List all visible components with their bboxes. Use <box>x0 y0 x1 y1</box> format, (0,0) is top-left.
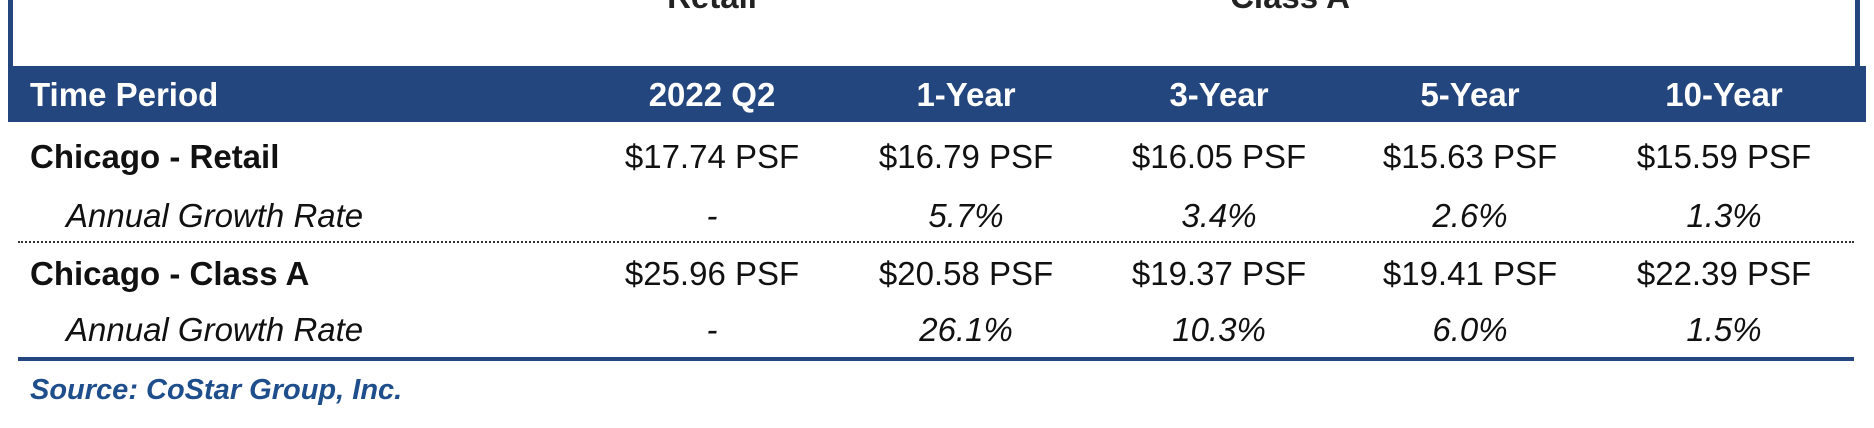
growth-rate: 26.1% <box>919 311 1013 348</box>
source-note: Source: CoStar Group, Inc. <box>30 374 403 406</box>
rent-value: $16.05 PSF <box>1131 138 1307 175</box>
group-title: Class A <box>1230 0 1350 16</box>
rent-value: $25.96 PSF <box>624 255 800 292</box>
rent-value: $22.39 PSF <box>1636 255 1812 292</box>
rent-value: $19.37 PSF <box>1131 255 1307 292</box>
growth-rate: - <box>706 311 718 348</box>
table-bottom-rule <box>18 357 1854 361</box>
column-header: 2022 Q2 <box>648 76 776 113</box>
rent-value: $20.58 PSF <box>878 255 1054 292</box>
row-sublabel: Annual Growth Rate <box>66 197 364 234</box>
column-header: 5-Year <box>1420 76 1520 113</box>
rent-value: $17.74 PSF <box>624 138 800 175</box>
column-header: Time Period <box>30 76 219 113</box>
column-header: 10-Year <box>1665 76 1783 113</box>
growth-rate: 2.6% <box>1432 197 1508 234</box>
growth-rate: - <box>706 197 718 234</box>
column-header: 1-Year <box>916 76 1016 113</box>
growth-rate: 6.0% <box>1432 311 1508 348</box>
rent-value: $16.79 PSF <box>878 138 1054 175</box>
group-title: Retail <box>667 0 757 16</box>
row-sublabel: Annual Growth Rate <box>66 311 364 348</box>
row-divider <box>18 241 1854 243</box>
rent-value: $19.41 PSF <box>1382 255 1558 292</box>
growth-rate: 3.4% <box>1181 197 1257 234</box>
row-label: Chicago - Retail <box>30 138 280 175</box>
growth-rate: 10.3% <box>1172 311 1266 348</box>
header-bar <box>8 66 1866 122</box>
rent-value: $15.59 PSF <box>1636 138 1812 175</box>
growth-rate: 1.3% <box>1686 197 1762 234</box>
column-header: 3-Year <box>1169 76 1269 113</box>
growth-rate: 5.7% <box>928 197 1004 234</box>
rent-value: $15.63 PSF <box>1382 138 1558 175</box>
growth-rate: 1.5% <box>1686 311 1762 348</box>
row-label: Chicago - Class A <box>30 255 310 292</box>
